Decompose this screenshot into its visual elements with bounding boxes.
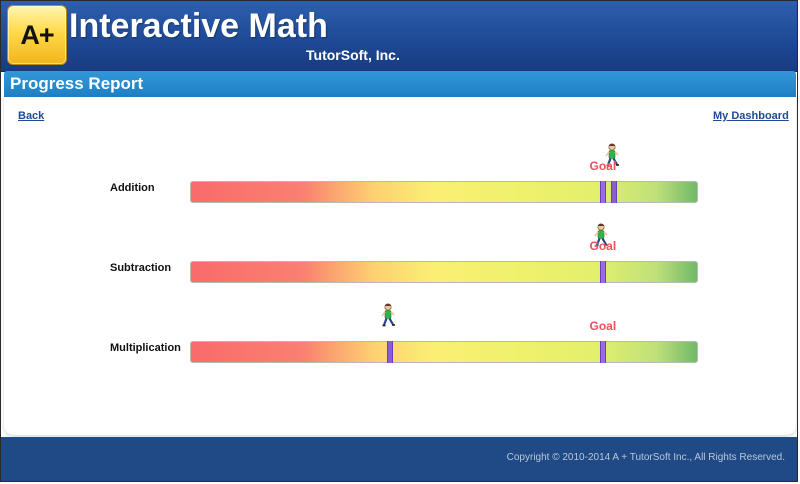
page-title: Progress Report <box>10 74 144 93</box>
walking-student-icon <box>603 143 623 169</box>
goal-marker-icon <box>600 181 607 203</box>
goal-label-multiplication: Goal <box>589 319 617 333</box>
progress-bar-addition <box>190 181 698 203</box>
progress-bar-subtraction <box>190 261 698 283</box>
walking-student-icon <box>592 223 612 249</box>
back-link[interactable]: Back <box>18 110 45 122</box>
goal-marker-icon <box>600 341 607 363</box>
copyright-text: Copyright © 2010-2014 A + TutorSoft Inc.… <box>506 452 785 463</box>
footer: Copyright © 2010-2014 A + TutorSoft Inc.… <box>1 437 797 481</box>
row-label-multiplication: Multiplication <box>110 342 181 354</box>
page-titlebar: Progress Report <box>4 71 796 97</box>
row-label-subtraction: Subtraction <box>110 262 172 274</box>
goal-label-subtraction: Goal <box>589 239 617 253</box>
logo-text: A+ <box>20 20 54 50</box>
walking-student-icon <box>379 303 399 329</box>
row-label-addition: Addition <box>110 182 155 194</box>
progress-bar-multiplication <box>190 341 698 363</box>
aplus-logo: A+ <box>7 5 67 65</box>
app-title: Interactive Math <box>69 7 328 45</box>
company-name: TutorSoft, Inc. <box>306 47 400 63</box>
progress-marker-icon <box>610 181 617 203</box>
app-header: A+ Interactive Math TutorSoft, Inc. <box>1 1 797 72</box>
progress-marker-icon <box>387 341 394 363</box>
goal-marker-icon <box>600 261 607 283</box>
my-dashboard-link[interactable]: My Dashboard <box>713 110 789 122</box>
goal-label-addition: Goal <box>589 159 617 173</box>
